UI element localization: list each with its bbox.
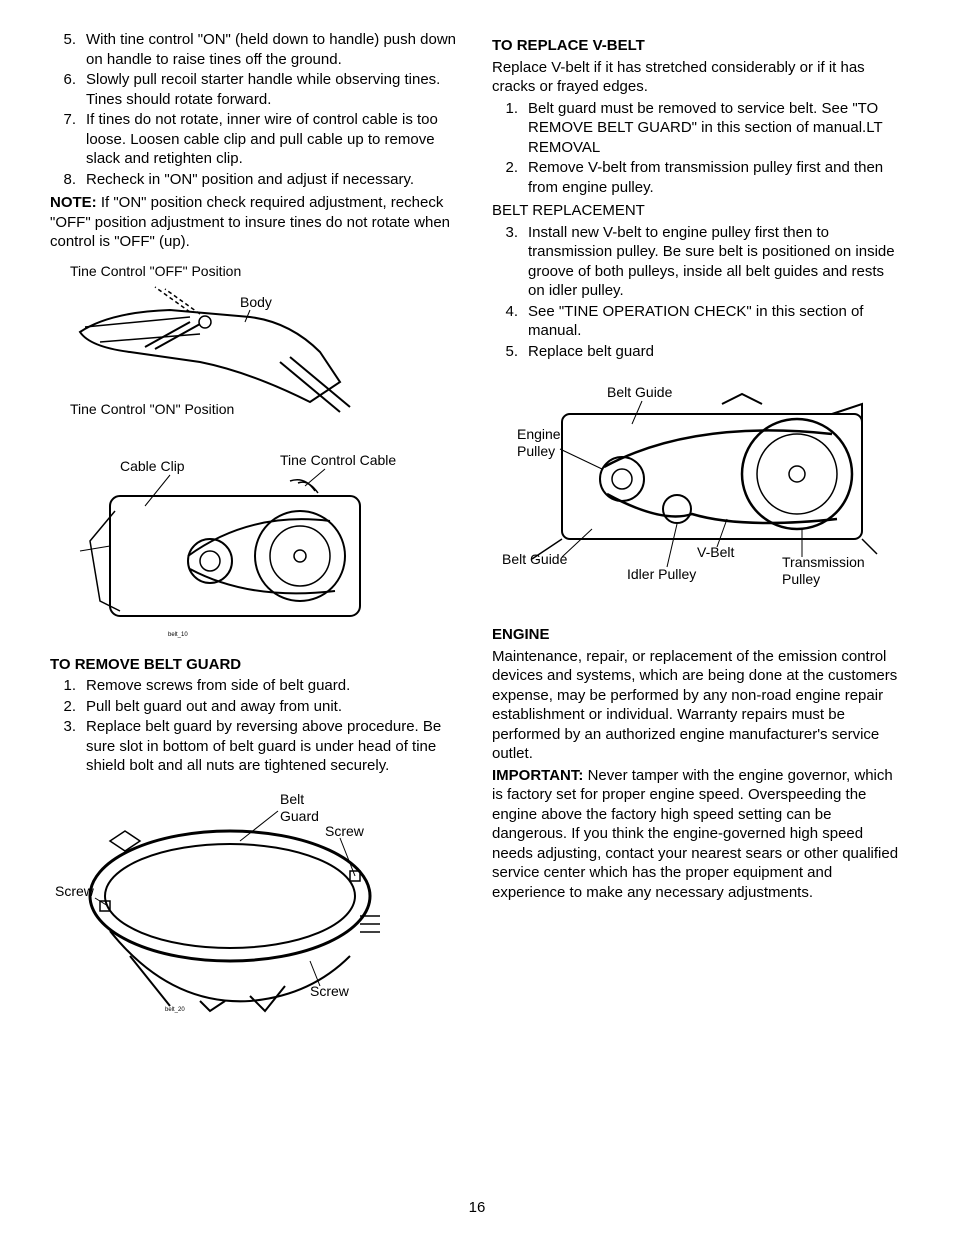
step-number: 1. <box>492 99 528 158</box>
fig-label-belt: Belt <box>280 791 304 807</box>
step-text: If tines do not rotate, inner wire of co… <box>86 110 462 169</box>
list-item: 2.Pull belt guard out and away from unit… <box>50 697 462 717</box>
important-label: IMPORTANT: <box>492 767 583 784</box>
step-number: 3. <box>492 223 528 301</box>
step-number: 6. <box>50 70 86 109</box>
list-item: 3.Install new V-belt to engine pulley fi… <box>492 223 904 301</box>
step-number: 5. <box>492 342 528 362</box>
left-column: 5.With tine control "ON" (held down to h… <box>50 30 462 1030</box>
tine-control-diagram: Tine Control "OFF" Position Body Tine <box>50 262 380 437</box>
belt-replacement-label: BELT REPLACEMENT <box>492 201 904 221</box>
list-item: 5.Replace belt guard <box>492 342 904 362</box>
list-item: 2.Remove V-belt from transmission pulley… <box>492 158 904 197</box>
fig-label-cable-clip: Cable Clip <box>120 458 185 474</box>
figure-cable-clip: Cable Clip Tine Control Cable <box>50 451 462 641</box>
list-item: 1.Belt guard must be removed to service … <box>492 99 904 158</box>
fig-label-vbelt: V-Belt <box>697 544 734 560</box>
fig-small-text: belt_10 <box>168 632 188 638</box>
list-item: 7.If tines do not rotate, inner wire of … <box>50 110 462 169</box>
continued-steps-list: 5.With tine control "ON" (held down to h… <box>50 30 462 189</box>
list-item: 1.Remove screws from side of belt guard. <box>50 676 462 696</box>
step-number: 7. <box>50 110 86 169</box>
fig-label-transmission: Transmission <box>782 554 865 570</box>
fig-label-transmission2: Pulley <box>782 571 820 587</box>
note-text: If "ON" position check required adjustme… <box>50 194 450 250</box>
fig-label-belt-guide-bottom: Belt Guide <box>502 551 568 567</box>
note-label: NOTE: <box>50 194 97 211</box>
important-text: Never tamper with the engine governor, w… <box>492 767 898 901</box>
page: 5.With tine control "ON" (held down to h… <box>0 0 954 1235</box>
replace-intro: Replace V-belt if it has stretched consi… <box>492 58 904 97</box>
figure-tine-control: Tine Control "OFF" Position Body Tine <box>50 262 462 437</box>
vbelt-diagram: Belt Guide Engine Pulley Belt Guide Idle… <box>492 379 892 599</box>
list-item: 8.Recheck in "ON" position and adjust if… <box>50 170 462 190</box>
right-column: TO REPLACE V-BELT Replace V-belt if it h… <box>492 30 904 1030</box>
engine-heading: ENGINE <box>492 625 904 645</box>
belt-guard-diagram: Belt Guard Screw Screw Screw <box>50 786 420 1016</box>
list-item: 3.Replace belt guard by reversing above … <box>50 717 462 776</box>
replace-steps-a: 1.Belt guard must be removed to service … <box>492 99 904 198</box>
remove-belt-guard-heading: TO REMOVE BELT GUARD <box>50 655 462 675</box>
fig-label-on: Tine Control "ON" Position <box>70 401 234 417</box>
step-text: Replace belt guard by reversing above pr… <box>86 717 462 776</box>
figure-belt-guard: Belt Guard Screw Screw Screw <box>50 786 462 1016</box>
list-item: 4.See "TINE OPERATION CHECK" in this sec… <box>492 302 904 341</box>
step-text: Remove screws from side of belt guard. <box>86 676 462 696</box>
fig-label-off: Tine Control "OFF" Position <box>70 263 241 279</box>
note-block: NOTE: If "ON" position check required ad… <box>50 193 462 252</box>
page-number: 16 <box>0 1198 954 1218</box>
remove-steps-list: 1.Remove screws from side of belt guard.… <box>50 676 462 776</box>
fig-label-screw-top: Screw <box>325 823 365 839</box>
fig-label-guard: Guard <box>280 808 319 824</box>
important-block: IMPORTANT: Never tamper with the engine … <box>492 766 904 903</box>
fig-label-belt-guide-top: Belt Guide <box>607 384 673 400</box>
step-text: Remove V-belt from transmission pulley f… <box>528 158 904 197</box>
replace-steps-b: 3.Install new V-belt to engine pulley fi… <box>492 223 904 362</box>
fig-label-tine-control-cable: Tine Control Cable <box>280 452 396 468</box>
step-number: 4. <box>492 302 528 341</box>
fig-label-pulley: Pulley <box>517 443 555 459</box>
step-number: 3. <box>50 717 86 776</box>
step-text: Slowly pull recoil starter handle while … <box>86 70 462 109</box>
step-text: Belt guard must be removed to service be… <box>528 99 904 158</box>
step-number: 2. <box>50 697 86 717</box>
step-text: See "TINE OPERATION CHECK" in this secti… <box>528 302 904 341</box>
step-text: Replace belt guard <box>528 342 904 362</box>
fig-label-screw-bottom: Screw <box>310 983 350 999</box>
step-number: 5. <box>50 30 86 69</box>
list-item: 6.Slowly pull recoil starter handle whil… <box>50 70 462 109</box>
fig-small-text: belt_20 <box>165 1007 185 1013</box>
step-text: Install new V-belt to engine pulley firs… <box>528 223 904 301</box>
fig-label-idler-pulley: Idler Pulley <box>627 566 696 582</box>
fig-label-engine: Engine <box>517 426 561 442</box>
replace-vbelt-heading: TO REPLACE V-BELT <box>492 36 904 56</box>
step-text: Pull belt guard out and away from unit. <box>86 697 462 717</box>
step-text: With tine control "ON" (held down to han… <box>86 30 462 69</box>
step-number: 8. <box>50 170 86 190</box>
cable-clip-diagram: Cable Clip Tine Control Cable <box>50 451 410 641</box>
list-item: 5.With tine control "ON" (held down to h… <box>50 30 462 69</box>
step-text: Recheck in "ON" position and adjust if n… <box>86 170 462 190</box>
engine-text: Maintenance, repair, or replacement of t… <box>492 647 904 764</box>
step-number: 1. <box>50 676 86 696</box>
figure-vbelt: Belt Guide Engine Pulley Belt Guide Idle… <box>492 379 904 599</box>
fig-label-body: Body <box>240 294 272 310</box>
columns: 5.With tine control "ON" (held down to h… <box>50 30 904 1030</box>
step-number: 2. <box>492 158 528 197</box>
